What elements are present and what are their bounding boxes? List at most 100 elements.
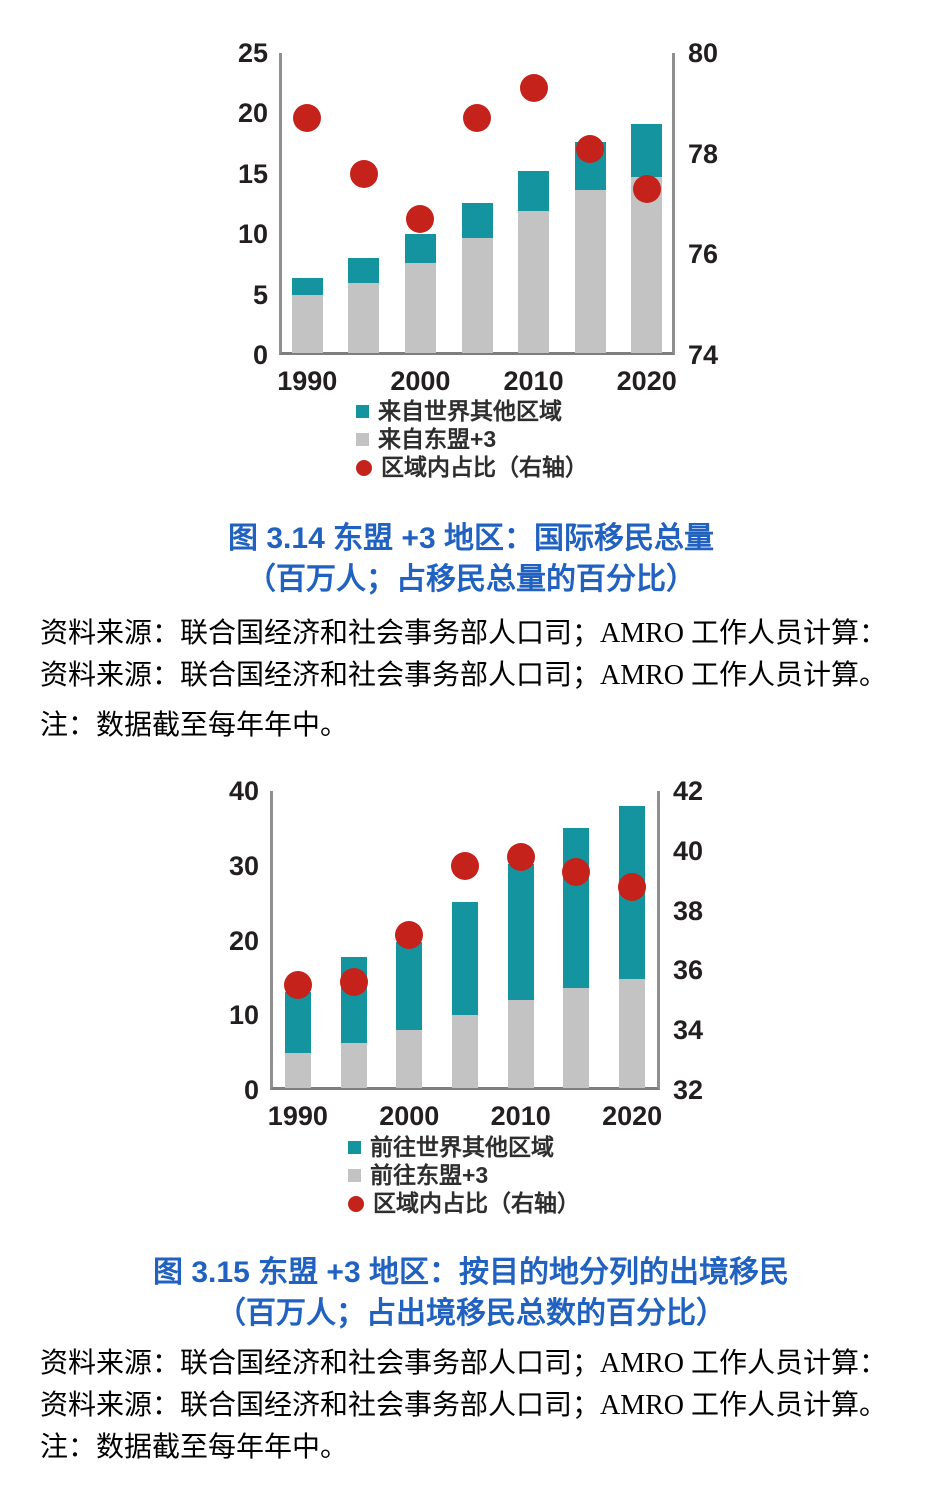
bar-segment-前往世界其他区域 bbox=[284, 992, 311, 1053]
chart-international-migrants: 0 5 10 15 20 25 74 76 78 80 1990 2000 2010 2020 来自世界其他… bbox=[228, 28, 728, 498]
figure-3-14-caption-title: 图 3.14 东盟 +3 地区：国际移民总量 bbox=[228, 522, 714, 555]
legend-square-marker bbox=[348, 1169, 361, 1182]
figure-3-15-caption-title: 图 3.15 东盟 +3 地区：按目的地分列的出境移民 bbox=[153, 1256, 789, 1289]
note-line: 注：数据截至每年年中。 bbox=[40, 710, 349, 741]
legend: 来自世界其他区域 来自东盟+3 区域内占比（右轴） bbox=[356, 399, 588, 483]
left-axis-tick-label: 10 bbox=[228, 1000, 259, 1031]
scatter-dot bbox=[618, 872, 647, 901]
plot-area bbox=[279, 53, 675, 355]
legend-item: 区域内占比（右轴） bbox=[356, 455, 588, 480]
legend-item: 来自世界其他区域 bbox=[356, 399, 588, 424]
scatter-dot bbox=[576, 134, 605, 163]
bar-segment-来自世界其他区域 bbox=[631, 124, 663, 178]
source-line: 资料来源：联合国经济和社会事务部人口司；AMRO 工作人员计算。 bbox=[40, 1390, 888, 1421]
legend-square-marker bbox=[356, 433, 369, 446]
bar-segment-来自世界其他区域 bbox=[404, 234, 436, 264]
figure-3-14-caption-subtitle: （百万人；占移民总量的百分比） bbox=[246, 563, 696, 596]
left-axis-tick-label: 25 bbox=[237, 38, 268, 68]
source-line: 资料来源：联合国经济和社会事务部人口司；AMRO 工作人员计算。 bbox=[40, 660, 888, 691]
bar-segment-前往世界其他区域 bbox=[452, 901, 478, 1016]
scatter-dot bbox=[506, 842, 535, 871]
bar-segment-前往世界其他区域 bbox=[563, 828, 590, 988]
chart-outward-migrants: 0 10 20 30 40 32 34 36 38 40 42 1990 2000 2010 2020 前往世… bbox=[218, 776, 718, 1228]
legend-item: 前往东盟+3 bbox=[348, 1163, 580, 1188]
bar-segment-来自东盟+3 bbox=[461, 237, 493, 353]
legend-item-label: 来自世界其他区域 bbox=[378, 398, 562, 424]
x-axis-tick-label: 2010 bbox=[503, 366, 564, 396]
x-axis-tick-label: 1990 bbox=[267, 1101, 328, 1131]
x-axis-tick-label: 2000 bbox=[390, 366, 451, 396]
bar-segment-前往东盟+3 bbox=[619, 979, 646, 1088]
bar-segment-来自世界其他区域 bbox=[461, 202, 493, 238]
left-axis-tick-label: 0 bbox=[252, 340, 268, 370]
bar-segment-前往东盟+3 bbox=[396, 1030, 423, 1088]
scatter-dot bbox=[632, 174, 661, 203]
figure-3-15-caption-subtitle: （百万人；占出境移民总数的百分比） bbox=[216, 1297, 726, 1330]
right-axis-tick-label: 76 bbox=[688, 239, 719, 270]
left-axis-tick-label: 30 bbox=[228, 850, 259, 881]
bar-segment-前往世界其他区域 bbox=[396, 941, 423, 1031]
bar-segment-来自东盟+3 bbox=[348, 282, 380, 353]
scatter-dot bbox=[283, 971, 312, 1000]
legend-square-marker bbox=[356, 405, 369, 418]
left-axis-tick-label: 20 bbox=[237, 98, 268, 129]
right-axis-tick-label: 74 bbox=[688, 340, 719, 370]
x-axis-tick-label: 1990 bbox=[277, 366, 338, 396]
bar-segment-前往东盟+3 bbox=[563, 987, 590, 1088]
scatter-dot bbox=[562, 857, 591, 886]
bar-segment-来自世界其他区域 bbox=[518, 171, 550, 212]
bar-segment-前往东盟+3 bbox=[340, 1042, 367, 1088]
bar-segment-前往世界其他区域 bbox=[507, 863, 534, 1001]
x-axis-tick-label: 2020 bbox=[616, 366, 677, 396]
bar-segment-前往东盟+3 bbox=[507, 1000, 534, 1088]
legend: 前往世界其他区域 前往东盟+3 区域内占比（右轴） bbox=[348, 1135, 580, 1219]
bar-segment-来自东盟+3 bbox=[518, 211, 550, 353]
bar-segment-来自世界其他区域 bbox=[348, 258, 380, 283]
right-axis-tick-label: 42 bbox=[673, 776, 704, 806]
right-axis-tick-label: 36 bbox=[673, 955, 704, 986]
right-axis-tick-label: 78 bbox=[688, 138, 719, 169]
figure-3-15-sources: 资料来源：联合国经济和社会事务部人口司；AMRO 工作人员计算： 资料来源：联合… bbox=[40, 1343, 916, 1469]
x-axis-tick-label: 2000 bbox=[379, 1101, 440, 1131]
left-axis-tick-label: 10 bbox=[237, 219, 268, 250]
bar-segment-前往东盟+3 bbox=[284, 1052, 311, 1088]
right-axis-tick-label: 38 bbox=[673, 895, 704, 926]
scatter-dot bbox=[451, 851, 479, 880]
note-line: 注：数据截至每年年中。 bbox=[40, 1432, 349, 1463]
legend-item-label: 前往东盟+3 bbox=[370, 1162, 489, 1188]
legend-item: 区域内占比（右轴） bbox=[348, 1191, 580, 1216]
right-axis-tick-label: 34 bbox=[673, 1015, 704, 1046]
left-axis-tick-label: 5 bbox=[252, 279, 268, 310]
left-axis-tick-label: 0 bbox=[243, 1075, 259, 1105]
legend-item: 来自东盟+3 bbox=[356, 427, 588, 452]
bar-segment-来自世界其他区域 bbox=[291, 277, 323, 295]
scatter-dot bbox=[395, 920, 424, 949]
source-line: 资料来源：联合国经济和社会事务部人口司；AMRO 工作人员计算： bbox=[40, 1348, 888, 1379]
scatter-dot bbox=[339, 968, 368, 997]
legend-circle-marker bbox=[356, 459, 372, 476]
legend-item-label: 区域内占比（右轴） bbox=[381, 454, 588, 480]
left-axis-tick-label: 20 bbox=[228, 925, 259, 956]
bar-segment-来自东盟+3 bbox=[404, 263, 436, 353]
left-axis-tick-label: 15 bbox=[237, 158, 268, 189]
right-axis-tick-label: 32 bbox=[673, 1075, 704, 1105]
plot-area bbox=[270, 791, 660, 1090]
scatter-dot bbox=[519, 74, 548, 103]
scatter-dot bbox=[293, 104, 322, 133]
bar-segment-来自东盟+3 bbox=[574, 189, 606, 353]
bar-segment-来自东盟+3 bbox=[291, 294, 323, 353]
scatter-dot bbox=[406, 205, 435, 234]
bar-segment-前往东盟+3 bbox=[452, 1015, 478, 1088]
legend-circle-marker bbox=[348, 1195, 364, 1212]
figure-3-14-caption: 图 3.14 东盟 +3 地区：国际移民总量 （百万人；占移民总量的百分比） bbox=[0, 518, 942, 600]
legend-item-label: 来自东盟+3 bbox=[378, 426, 497, 452]
x-axis-tick-label: 2020 bbox=[602, 1101, 663, 1131]
scatter-dot bbox=[463, 104, 491, 133]
x-axis-tick-label: 2010 bbox=[490, 1101, 551, 1131]
legend-item-label: 区域内占比（右轴） bbox=[373, 1190, 580, 1216]
scatter-dot bbox=[349, 159, 378, 188]
legend-square-marker bbox=[348, 1141, 361, 1154]
source-line: 资料来源：联合国经济和社会事务部人口司；AMRO 工作人员计算： bbox=[40, 618, 888, 649]
right-axis-tick-label: 40 bbox=[673, 835, 704, 866]
legend-item-label: 前往世界其他区域 bbox=[370, 1134, 554, 1160]
